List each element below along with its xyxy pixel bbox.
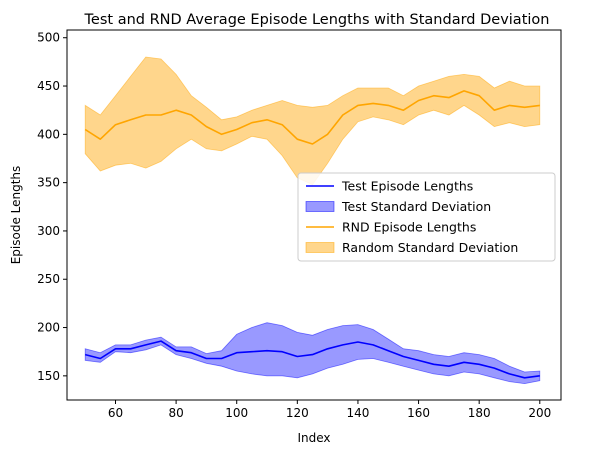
legend-entry-label: RND Episode Lengths [342,220,476,235]
line-series-0 [84,340,540,379]
x-tick-label: 120 [286,406,309,420]
x-axis: 60 80 100 120 140 160 180 200 [108,400,551,420]
band-series-1 [84,322,541,385]
legend-entry-label: Test Standard Deviation [341,199,491,214]
x-tick-label: 180 [468,406,491,420]
y-tick-label: 150 [37,369,60,383]
y-axis: 150 200 250 300 350 400 450 500 [37,31,67,383]
x-tick-label: 80 [168,406,183,420]
x-tick-label: 60 [108,406,123,420]
legend: Test Episode Lengths Test Standard Devia… [297,172,556,262]
y-tick-label: 350 [37,176,60,190]
legend-entry-label: Random Standard Deviation [342,240,518,255]
line-series-2 [84,90,540,145]
y-tick-label: 250 [37,272,60,286]
y-tick-label: 200 [37,321,60,335]
x-tick-label: 140 [346,406,369,420]
y-tick-label: 300 [37,224,60,238]
legend-box [297,172,556,262]
x-tick-label: 100 [225,406,248,420]
chart-title: Test and RND Average Episode Lengths wit… [84,12,550,28]
legend-entry-label: Test Episode Lengths [341,179,473,194]
y-tick-label: 450 [37,79,60,93]
axes-frame [66,29,562,401]
band-series-3 [84,56,541,186]
legend-swatch-band [305,201,335,212]
plot-area [84,56,541,385]
x-axis-label: Index [297,431,330,445]
legend-swatch-band [305,242,335,253]
y-tick-label: 400 [37,127,60,141]
y-axis-label: Episode Lengths [9,166,23,265]
x-tick-label: 160 [407,406,430,420]
y-tick-label: 500 [37,31,60,45]
x-tick-label: 200 [528,406,551,420]
